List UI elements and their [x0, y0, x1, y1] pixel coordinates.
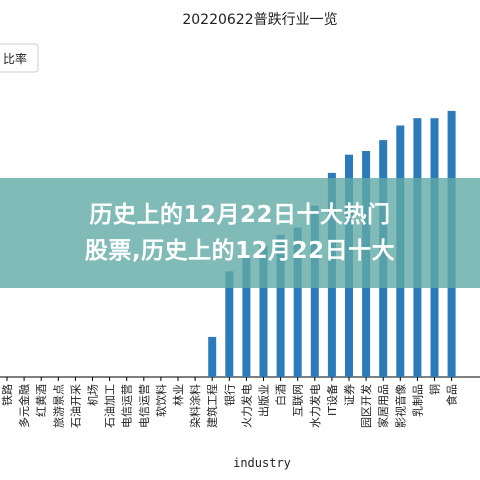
x-tick-label-18: 水力发电	[308, 384, 322, 428]
x-tick-labels: 铁路 多元金融 红黄酒 旅游景点 石油开采 机场 石油加工 电信运营 电信运营 软饮料 林业 染料涂料…	[1, 384, 459, 428]
x-tick-label-13: 银行	[222, 384, 236, 406]
x-tick-label-2: 红黄酒	[34, 384, 48, 417]
bar-15	[259, 245, 268, 377]
x-tick-label-19: IT设备	[325, 384, 339, 416]
x-tick-label-7: 电信运营	[120, 384, 134, 428]
x-tick-label-10: 林业	[171, 384, 185, 406]
bar-13	[225, 271, 234, 377]
bar-18	[310, 205, 319, 377]
legend: 比率	[0, 43, 39, 73]
x-tick-label-15: 出版业	[257, 384, 271, 417]
x-tick-label-26: 食品	[445, 384, 459, 406]
x-tick-label-20: 证券	[342, 384, 356, 406]
x-tick-label-24: 乳制品	[411, 384, 424, 417]
x-tick-label-16: 白酒	[274, 384, 288, 406]
x-tick-label-0: 铁路	[1, 384, 14, 406]
x-tick-label-4: 石油开采	[68, 384, 82, 428]
overlay-banner: 历史上的12月22日十大热门 股票,历史上的12月22日十大	[0, 178, 480, 288]
x-tick-label-9: 软饮料	[154, 384, 168, 417]
x-axis-label: industry	[233, 456, 291, 470]
bar-14	[242, 256, 251, 377]
x-tick-label-14: 火力发电	[239, 384, 253, 428]
x-tick-label-25: 铜	[428, 384, 442, 395]
x-tick-label-17: 互联网	[292, 384, 305, 417]
x-tick-label-12: 建筑工程	[205, 384, 219, 428]
x-tick-label-22: 家居用品	[376, 384, 390, 428]
banner-line-1: 历史上的12月22日十大热门	[89, 202, 391, 228]
legend-box	[0, 43, 39, 73]
chart-title: 20220622普跌行业一览	[182, 12, 337, 28]
x-tick-label-5: 机场	[86, 384, 100, 406]
banner-line-2: 股票,历史上的12月22日十大	[84, 238, 396, 264]
x-tick-label-6: 石油加工	[103, 384, 117, 428]
x-tick-label-3: 旅游景点	[51, 384, 65, 428]
bar-16	[276, 234, 285, 377]
x-tick-label-11: 染料涂料	[188, 384, 202, 428]
x-tick-label-1: 多元金融	[17, 384, 31, 428]
x-tick-label-8: 电信运营	[137, 384, 151, 428]
x-ticks	[6, 377, 453, 381]
legend-label: 比率	[3, 51, 27, 66]
bar-12	[208, 336, 217, 377]
bar-17	[293, 227, 302, 377]
x-tick-label-21: 园区开发	[359, 384, 373, 428]
x-tick-label-23: 影视音像	[393, 384, 407, 428]
